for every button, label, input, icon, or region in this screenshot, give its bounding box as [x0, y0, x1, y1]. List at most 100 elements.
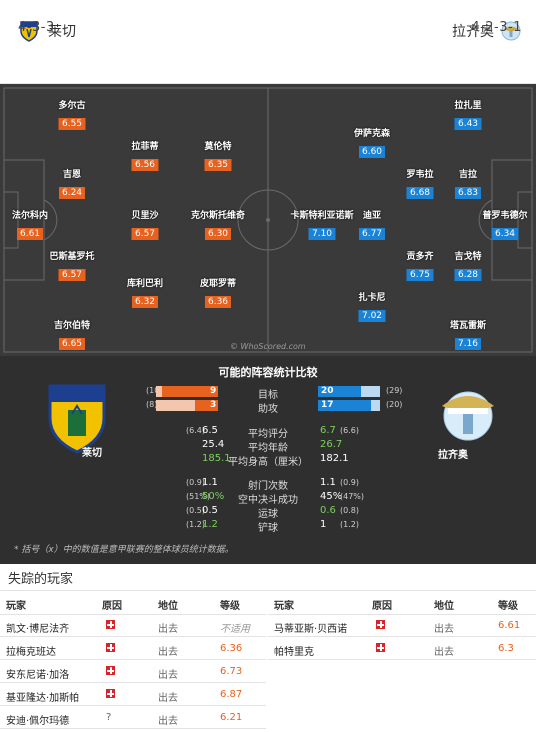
- home-player[interactable]: 库利巴利 6.32: [127, 276, 163, 308]
- player-name: 普罗韦德尔: [482, 211, 528, 221]
- away-stat-value: 45%: [320, 491, 343, 502]
- home-player[interactable]: 法尔科内 6.61: [12, 208, 48, 240]
- home-player[interactable]: 吉尔伯特 6.65: [54, 318, 90, 350]
- table-row[interactable]: 凯文·博尼法齐 出去 不适用: [0, 615, 266, 637]
- lazio-crest-icon: [501, 21, 521, 41]
- player-rating: 6.32: [131, 296, 159, 308]
- player-rating: 7.10: [308, 228, 336, 240]
- player-rating: 6.30: [204, 228, 232, 240]
- player-name: 皮耶罗蒂: [199, 279, 237, 289]
- injury-icon: [106, 689, 115, 698]
- table-row[interactable]: 安迪·佩尔玛德? 出去 6.21: [0, 707, 266, 729]
- table-row[interactable]: 安东尼诺·加洛 出去 6.73: [0, 661, 266, 683]
- table-row[interactable]: 马蒂亚斯·贝西诺 出去 6.61: [268, 615, 536, 637]
- home-bar-track: [156, 400, 218, 411]
- table-row[interactable]: 帕特里克 出去 6.3: [268, 638, 536, 660]
- away-player[interactable]: 罗韦拉 6.68: [406, 167, 434, 199]
- away-season-value: (20): [386, 400, 403, 409]
- player-rating: 6.43: [454, 118, 482, 130]
- player-rating: 6.77: [358, 228, 386, 240]
- home-player[interactable]: 皮耶罗蒂 6.36: [200, 276, 236, 308]
- away-player[interactable]: 普罗韦德尔 6.34: [482, 208, 528, 240]
- away-player[interactable]: 迪亚 6.77: [358, 208, 386, 240]
- position: 出去: [434, 647, 454, 658]
- rating: 不适用: [220, 624, 250, 635]
- lecce-crest-icon: [48, 384, 106, 454]
- away-player[interactable]: 吉戈特 6.28: [454, 249, 482, 281]
- home-player[interactable]: 莫伦特 6.35: [204, 139, 232, 171]
- home-player[interactable]: 贝里沙 6.57: [131, 208, 159, 240]
- lineup-pitch: 多尔古 6.55 拉菲蒂 6.56 莫伦特 6.35 吉恩 6.24 法尔科内 …: [0, 84, 536, 356]
- player-name: 吉拉: [458, 170, 478, 180]
- player-rating: 6.57: [131, 228, 159, 240]
- away-stat-value: 182.1: [320, 453, 349, 464]
- stat-label: 射门次数: [248, 481, 288, 492]
- injury-icon: [106, 620, 115, 629]
- player-name[interactable]: 安迪·佩尔玛德: [6, 716, 70, 727]
- divider: [0, 590, 536, 591]
- away-player[interactable]: 拉扎里 6.43: [454, 98, 482, 130]
- column-header-reason: 原因: [102, 601, 122, 612]
- player-name[interactable]: 帕特里克: [274, 647, 314, 658]
- missing-players-title: 失踪的玩家: [8, 572, 74, 587]
- home-player[interactable]: 巴斯基罗托 6.57: [49, 249, 95, 281]
- injury-icon: [376, 620, 385, 629]
- home-season-value: (10: [146, 386, 160, 395]
- home-season-value: (1.2): [186, 520, 205, 529]
- player-rating: 7.16: [454, 338, 482, 350]
- player-name: 多尔古: [58, 101, 86, 111]
- player-name[interactable]: 拉梅克班达: [6, 647, 56, 658]
- home-stat-value: 50%: [202, 491, 225, 502]
- watermark: © WhoScored.com: [230, 342, 306, 351]
- player-name: 克尔斯托维奇: [190, 211, 246, 221]
- away-formation: 4-2-3-1: [471, 20, 522, 35]
- away-stat-value: 1.1: [320, 477, 336, 488]
- stat-label: 平均评分: [248, 429, 288, 440]
- away-season-value: (0.8): [340, 506, 359, 515]
- player-name: 塔瓦雷斯: [449, 321, 487, 331]
- away-season-value: (29): [386, 386, 403, 395]
- player-name[interactable]: 安东尼诺·加洛: [6, 670, 70, 681]
- home-player[interactable]: 拉菲蒂 6.56: [131, 139, 159, 171]
- home-player[interactable]: 克尔斯托维奇 6.30: [191, 208, 245, 240]
- away-player[interactable]: 扎卡尼 7.02: [358, 290, 386, 322]
- player-rating: 6.83: [454, 187, 482, 199]
- home-stat-value: 25.4: [202, 439, 225, 450]
- header-divider: [268, 614, 536, 615]
- injury-icon: [106, 643, 115, 652]
- player-rating: 6.60: [358, 146, 386, 158]
- away-team-name: 拉齐奥: [452, 24, 494, 40]
- player-name: 巴斯基罗托: [49, 252, 95, 262]
- player-name[interactable]: 马蒂亚斯·贝西诺: [274, 624, 348, 635]
- home-player[interactable]: 吉恩 6.24: [58, 167, 86, 199]
- away-player[interactable]: 吉拉 6.83: [454, 167, 482, 199]
- away-player[interactable]: 卡斯特利亚诺斯 7.10: [290, 208, 354, 240]
- player-rating: 6.28: [454, 269, 482, 281]
- player-name: 吉戈特: [454, 252, 482, 262]
- player-name[interactable]: 凯文·博尼法齐: [6, 624, 70, 635]
- away-player[interactable]: 塔瓦雷斯 7.16: [450, 318, 486, 350]
- player-rating: 6.57: [58, 269, 86, 281]
- away-bar-value: 17: [321, 400, 334, 410]
- home-team[interactable]: 莱切: [18, 20, 76, 42]
- table-row[interactable]: 拉梅克班达 出去 6.36: [0, 638, 266, 660]
- stat-label: 平均身高（厘米）: [228, 457, 308, 468]
- position: 出去: [158, 693, 178, 704]
- away-stat-value: 0.6: [320, 505, 336, 516]
- away-player[interactable]: 贡多齐 6.75: [406, 249, 434, 281]
- away-stat-value: 6.7: [320, 425, 336, 436]
- away-team[interactable]: 拉齐奥: [452, 20, 522, 42]
- position: 出去: [158, 716, 178, 727]
- home-stat-value: 0.5: [202, 505, 218, 516]
- away-bar-fill: [318, 386, 361, 397]
- player-name[interactable]: 基亚隆达·加斯帕: [6, 693, 80, 704]
- home-bar-fill: [162, 386, 218, 397]
- home-player[interactable]: 多尔古 6.55: [58, 98, 86, 130]
- table-row[interactable]: 基亚隆达·加斯帕 出去 6.87: [0, 684, 266, 706]
- column-header-position: 地位: [434, 601, 454, 612]
- column-header-player: 玩家: [274, 601, 294, 612]
- player-name: 贡多齐: [406, 252, 434, 262]
- away-player[interactable]: 伊萨克森 6.60: [354, 126, 390, 158]
- away-season-value: (47%): [340, 492, 365, 501]
- home-formation: 4-3-3: [18, 20, 55, 35]
